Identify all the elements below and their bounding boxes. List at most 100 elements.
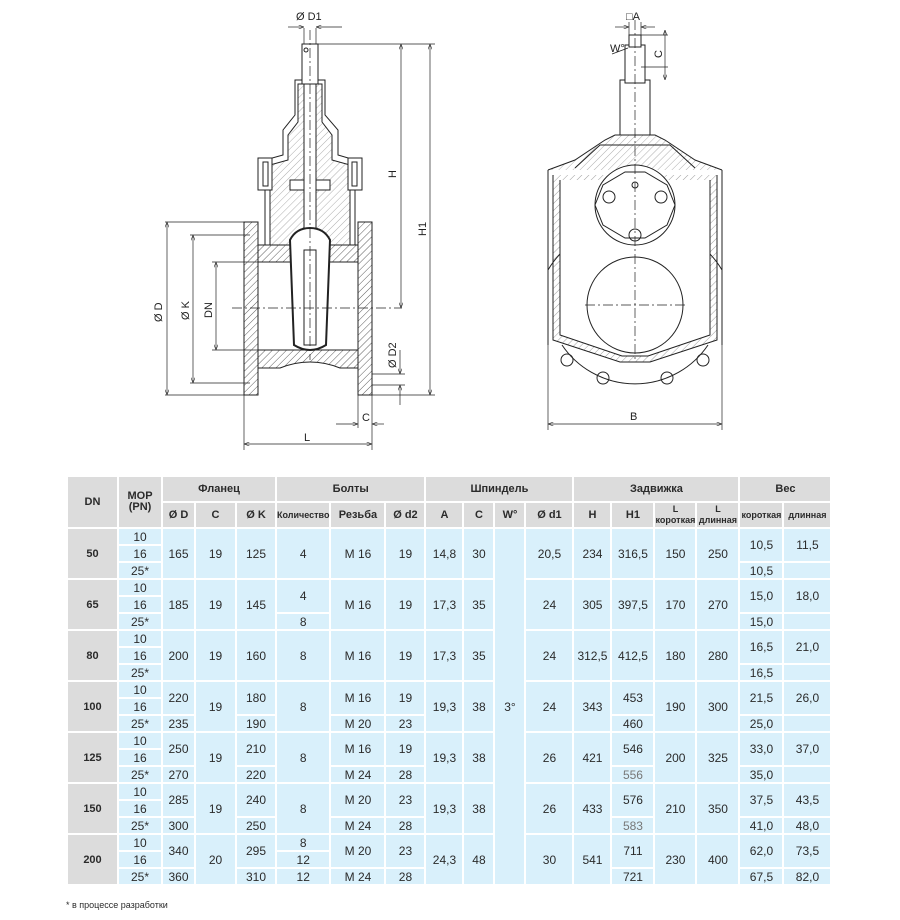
- table-cell: 19: [386, 733, 425, 765]
- table-cell: 200: [68, 835, 117, 884]
- table-cell: 12: [277, 869, 330, 884]
- subheader-cell: H1: [612, 503, 654, 527]
- table-row: 65 10 185 19 145 4 M 16 19 17,3 35 24 305 397,5 170 27…: [68, 580, 831, 629]
- table-cell: 8: [277, 733, 330, 782]
- header-dn: DN: [68, 477, 117, 527]
- header-flange: Фланец: [163, 477, 275, 501]
- label-c: C: [362, 412, 370, 424]
- table-cell: 19: [196, 784, 235, 833]
- table-cell: 150: [655, 529, 696, 578]
- subheader-cell: Ø D: [163, 503, 194, 527]
- table-cell: 4: [277, 580, 330, 612]
- table-cell: 20,5: [526, 529, 573, 578]
- table-row: 25* 235 190 M 20 23 460 25,0: [68, 716, 831, 731]
- table-cell: 19: [386, 580, 425, 629]
- table-cell: 360: [163, 869, 194, 884]
- table-cell: 160: [237, 631, 275, 680]
- table-cell: 62,0: [740, 835, 783, 867]
- table-cell: [784, 767, 831, 782]
- table-cell: 8: [277, 784, 330, 833]
- table-cell: 556: [612, 767, 654, 782]
- table-cell: 397,5: [612, 580, 654, 629]
- table-row: 50 10 165 19 125 4 M 16 19 14,8 30 3° 20,5 234 316,5 1…: [68, 529, 831, 884]
- table-cell: 35,0: [740, 767, 783, 782]
- table-cell: 15,0: [740, 580, 783, 612]
- header-valve: Задвижка: [574, 477, 739, 501]
- table-cell: 15,0: [740, 614, 783, 629]
- table-cell: 421: [574, 733, 611, 782]
- subheader-cell: W°: [495, 503, 525, 527]
- table-cell: 220: [163, 682, 194, 714]
- table-cell: 25*: [119, 563, 161, 578]
- subheader-cell: Количество: [277, 503, 330, 527]
- table-cell: 350: [697, 784, 739, 833]
- header-weight: Вес: [740, 477, 831, 501]
- w-angle-cell: 3°: [495, 529, 525, 884]
- table-cell: 25*: [119, 869, 161, 884]
- table-cell: 583: [612, 818, 654, 833]
- table-cell: 300: [697, 682, 739, 731]
- table-cell: [784, 665, 831, 680]
- table-cell: M 24: [331, 869, 385, 884]
- table-cell: 11,5: [784, 529, 831, 561]
- table-row: 25* 300 250 M 24 28 583 41,0 48,0: [68, 818, 831, 833]
- table-cell: M 16: [331, 733, 385, 765]
- label-l: L: [304, 432, 310, 444]
- table-cell: 21,0: [784, 631, 831, 663]
- table-cell: 270: [163, 767, 194, 782]
- label-w: W°: [610, 43, 625, 55]
- table-cell: 180: [655, 631, 696, 680]
- table-cell: 24: [526, 682, 573, 731]
- table-cell: 25,0: [740, 716, 783, 731]
- table-cell: 73,5: [784, 835, 831, 867]
- table-row: 16: [68, 750, 830, 765]
- table-cell: 30: [464, 529, 494, 578]
- table-cell: M 20: [331, 784, 385, 816]
- label-c2: C: [653, 50, 665, 58]
- table-cell: 546: [612, 733, 654, 765]
- table-cell: 19,3: [426, 682, 463, 731]
- technical-drawings: Ø D1 H H1 Ø D Ø K DN Ø D2 C L: [153, 11, 723, 450]
- label-h1: H1: [417, 222, 429, 236]
- table-row: 25* 270 220 M 24 28 556 35,0: [68, 767, 831, 782]
- table-cell: 16: [119, 852, 161, 867]
- table-cell: 235: [163, 716, 194, 731]
- table-cell: 38: [464, 682, 494, 731]
- table-cell: 234: [574, 529, 611, 578]
- label-dn: DN: [203, 302, 215, 318]
- table-cell: M 24: [331, 767, 385, 782]
- table-cell: M 16: [331, 682, 385, 714]
- table-cell: 711: [612, 835, 654, 867]
- table-row: 200 10 340 20 295 8 M 20 23 24,3 48 30 541 711 230 400…: [68, 835, 831, 884]
- table-cell: 270: [697, 580, 739, 629]
- table-cell: 10,5: [740, 529, 783, 561]
- table-cell: 343: [574, 682, 611, 731]
- table-cell: [784, 614, 831, 629]
- table-row: 150 10 285 19 240 8 M 20 23 19,3 38 26 433 576 210 350…: [68, 784, 831, 833]
- table-cell: 285: [163, 784, 194, 816]
- table-cell: 19,3: [426, 784, 463, 833]
- table-cell: 170: [655, 580, 696, 629]
- table-cell: 280: [697, 631, 739, 680]
- table-cell: 721: [612, 869, 654, 884]
- table-cell: 100: [68, 682, 117, 731]
- table-cell: 19: [196, 682, 235, 731]
- table-row: 25* 360 310 12 M 24 28 721 67,5 82,0: [68, 869, 831, 884]
- table-cell: 165: [163, 529, 194, 578]
- header-spindle: Шпиндель: [426, 477, 573, 501]
- table-cell: 20: [196, 835, 235, 884]
- subheader-cell: длинная: [784, 503, 831, 527]
- subheader-cell: H: [574, 503, 611, 527]
- table-cell: 145: [237, 580, 275, 629]
- table-cell: 210: [655, 784, 696, 833]
- table-cell: 16: [119, 546, 161, 561]
- table-cell: 26: [526, 733, 573, 782]
- specification-table: DN МОР (PN) Фланец Болты Шпиндель Задвижк…: [66, 475, 832, 886]
- table-cell: 240: [237, 784, 275, 816]
- table-cell: 24,3: [426, 835, 463, 884]
- subheader-cell: C: [464, 503, 494, 527]
- table-cell: 19: [196, 580, 235, 629]
- table-cell: 460: [612, 716, 654, 731]
- table-cell: 220: [237, 767, 275, 782]
